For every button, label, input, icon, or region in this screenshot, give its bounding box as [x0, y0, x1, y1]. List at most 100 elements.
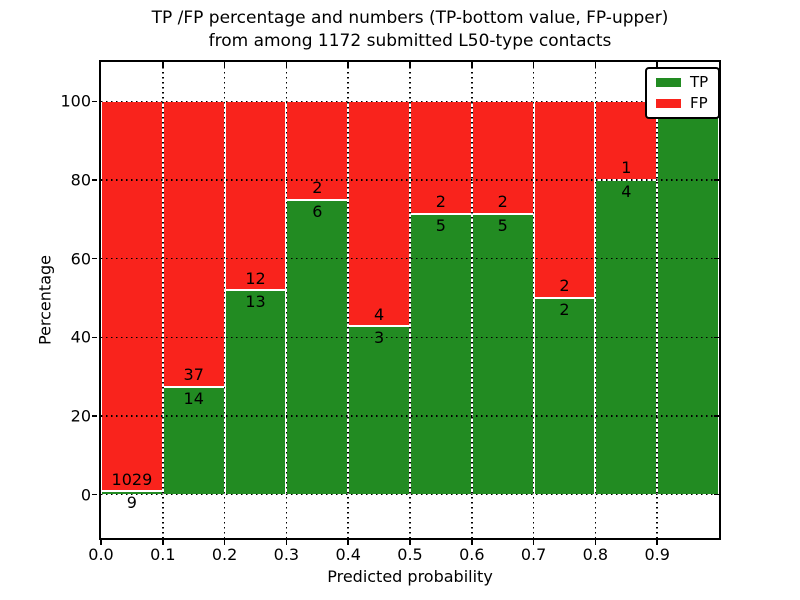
chart-title-line2: from among 1172 submitted L50-type conta…: [208, 30, 612, 51]
x-tick-mark-top: [285, 62, 288, 67]
y-tick-label: 0: [80, 485, 91, 505]
x-tick-mark: [656, 540, 658, 545]
x-tick-mark-top: [471, 62, 473, 67]
bar-segment-tp: [533, 298, 596, 495]
fp-count-label: 2: [435, 192, 446, 212]
gridline-x: [162, 62, 164, 538]
bar-segment-fp: [224, 101, 287, 291]
x-tick-mark: [471, 540, 473, 545]
bar-segment-fp: [162, 101, 225, 387]
x-tick-mark-top: [223, 62, 226, 67]
y-tick-labels: 0 20 40 60 80 100: [0, 62, 91, 538]
x-tick-mark: [162, 540, 164, 545]
tp-count-label: 3: [374, 328, 385, 348]
y-tick-mark: [92, 336, 97, 339]
x-tick-label: 0.8: [582, 545, 609, 564]
fp-count-label: 2: [497, 192, 508, 212]
tp-count-label: 9: [126, 493, 137, 513]
y-tick-mark: [92, 179, 97, 181]
x-tick-mark: [532, 540, 535, 545]
x-tick-label: 0.5: [397, 545, 423, 564]
x-tick-mark-top: [594, 62, 597, 67]
legend-swatch-fp: [656, 99, 681, 108]
gridline-x: [223, 62, 226, 538]
y-tick-mark-right: [714, 257, 719, 260]
chart-title-line1: TP /FP percentage and numbers (TP-bottom…: [151, 8, 669, 28]
x-tick-label: 0.9: [644, 545, 670, 564]
x-tick-mark-top: [347, 62, 349, 67]
x-tick-mark: [347, 540, 349, 545]
x-tick-label: 0.2: [211, 545, 238, 564]
legend-item-fp: FP: [656, 96, 708, 111]
bar-segment-tp: [286, 199, 349, 495]
fp-count-label: 4: [374, 304, 385, 324]
x-tick-mark: [285, 540, 288, 545]
fp-count-label: 1029: [111, 469, 153, 489]
bar-segment-fp: [101, 101, 163, 492]
fp-count-label: 2: [559, 276, 570, 296]
x-tick-mark: [223, 540, 226, 545]
chart-title: TP /FP percentage and numbers (TP-bottom…: [99, 7, 721, 53]
x-tick-mark-top: [656, 62, 658, 67]
x-tick-mark: [409, 540, 411, 545]
bar-segment-tp: [410, 213, 472, 495]
legend-item-tp: TP: [656, 75, 708, 90]
tp-count-label: 4: [621, 182, 632, 202]
y-tick-label: 40: [70, 327, 91, 347]
gridline-x: [409, 62, 411, 538]
fp-count-label: 12: [245, 268, 266, 288]
gridline-x: [285, 62, 288, 538]
gridline-x: [656, 62, 658, 538]
x-tick-labels: 0.0 0.1 0.2 0.3 0.4 0.5 0.6 0.7 0.8 0.9: [88, 545, 719, 567]
bar-segment-fp: [348, 101, 410, 327]
bar-segment-tp: [471, 213, 534, 495]
x-tick-label: 0.1: [150, 545, 176, 564]
fp-count-label: 37: [183, 365, 204, 385]
y-tick-mark: [92, 493, 97, 496]
y-tick-mark: [92, 100, 97, 103]
fp-count-label: 2: [312, 178, 323, 198]
x-axis-label: Predicted probability: [327, 567, 493, 586]
x-tick-label: 0.0: [88, 545, 114, 564]
x-tick-label: 0.7: [520, 545, 547, 564]
legend-label: FP: [690, 94, 708, 112]
tp-count-label: 2: [559, 300, 570, 320]
x-tick-label: 0.3: [273, 545, 300, 564]
gridline-x: [594, 62, 597, 538]
tp-count-label: 5: [497, 215, 508, 235]
bar-segment-fp: [533, 101, 596, 299]
x-tick-mark-top: [532, 62, 535, 67]
y-tick-mark-right: [714, 336, 719, 339]
y-tick-mark: [92, 257, 97, 260]
y-tick-label: 80: [70, 170, 91, 190]
gridline-x: [532, 62, 535, 538]
y-tick-label: 20: [70, 406, 91, 426]
y-tick-label: 100: [60, 91, 91, 111]
fp-count-label: 1: [621, 158, 632, 178]
tp-count-label: 6: [312, 201, 323, 221]
bar-segment-tp: [657, 101, 719, 495]
legend-swatch-tp: [656, 78, 681, 87]
y-tick-mark-right: [714, 415, 719, 417]
tp-count-label: 5: [435, 215, 446, 235]
bar-segment-tp: [348, 326, 410, 495]
legend-label: TP: [690, 73, 709, 91]
gridline-x: [471, 62, 473, 538]
y-tick-mark-right: [714, 179, 719, 181]
y-tick-mark: [92, 415, 97, 417]
tp-count-label: 14: [183, 388, 204, 408]
y-tick-mark-right: [714, 493, 719, 496]
x-tick-label: 0.6: [459, 545, 485, 564]
x-tick-mark-top: [162, 62, 164, 67]
tp-count-label: 13: [245, 292, 266, 312]
y-tick-label: 60: [70, 249, 91, 269]
x-tick-mark: [100, 540, 102, 545]
legend: TP FP: [645, 67, 721, 119]
x-tick-mark-top: [409, 62, 411, 67]
x-tick-label: 0.4: [335, 545, 361, 564]
bar-segment-tp: [224, 290, 287, 495]
gridline-x: [347, 62, 349, 538]
